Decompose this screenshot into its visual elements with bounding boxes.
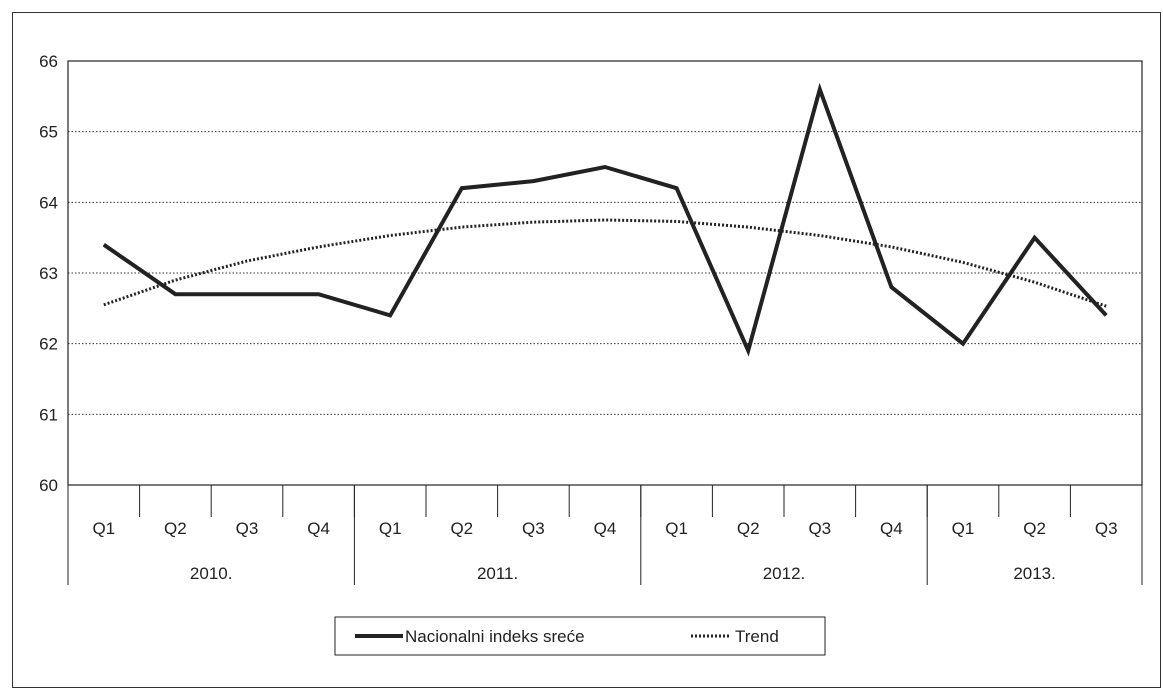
- x-tick-label: Q1: [665, 519, 688, 538]
- year-group-label: 2012.: [763, 564, 806, 583]
- x-tick-label: Q2: [164, 519, 187, 538]
- y-tick-label: 64: [39, 193, 58, 212]
- x-tick-label: Q2: [1023, 519, 1046, 538]
- x-tick-label: Q1: [92, 519, 115, 538]
- y-tick-label: 62: [39, 335, 58, 354]
- x-tick-label: Q4: [880, 519, 903, 538]
- y-tick-label: 63: [39, 264, 58, 283]
- x-tick-label: Q4: [307, 519, 330, 538]
- x-tick-label: Q1: [379, 519, 402, 538]
- y-tick-label: 65: [39, 123, 58, 142]
- year-group-label: 2010.: [190, 564, 233, 583]
- legend-label: Nacionalni indeks sreće: [405, 627, 585, 646]
- gridlines: [68, 132, 1142, 415]
- x-tick-label: Q3: [236, 519, 259, 538]
- x-tick-label: Q3: [808, 519, 831, 538]
- x-tick-label: Q4: [594, 519, 617, 538]
- x-tick-label: Q3: [522, 519, 545, 538]
- y-tick-label: 61: [39, 405, 58, 424]
- x-tick-label: Q3: [1095, 519, 1118, 538]
- year-group-label: 2013.: [1013, 564, 1056, 583]
- y-axis: 60 61 62 63 64 65 66: [39, 52, 58, 495]
- x-tick-label: Q2: [737, 519, 760, 538]
- x-axis: Q1 Q2 Q3 Q4 Q1 Q2 Q3 Q4 Q1 Q2 Q3 Q4 Q1 Q2 Q3 2010. 2011.…: [68, 485, 1142, 585]
- y-tick-label: 60: [39, 476, 58, 495]
- y-tick-label: 66: [39, 52, 58, 71]
- x-tick-label: Q2: [450, 519, 473, 538]
- legend: Nacionalni indeks sreće Trend: [335, 617, 825, 655]
- x-tick-label: Q1: [952, 519, 975, 538]
- series-group: [104, 89, 1106, 350]
- year-group-label: 2011.: [477, 564, 518, 583]
- legend-label: Trend: [735, 627, 779, 646]
